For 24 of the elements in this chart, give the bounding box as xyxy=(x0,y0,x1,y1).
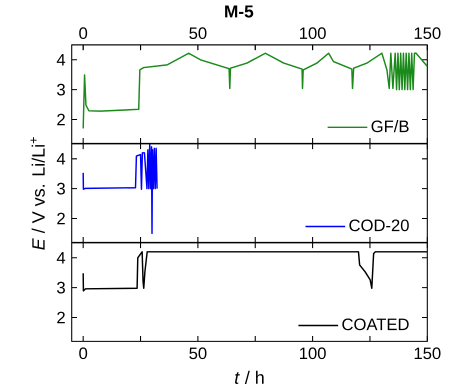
y-tick-label: 4 xyxy=(56,252,66,264)
y-tick-label: 3 xyxy=(57,84,65,96)
x2-tick-label: 50 xyxy=(189,27,206,39)
x-tick-label: 50 xyxy=(189,347,206,359)
x2-tick-label: 100 xyxy=(300,27,326,39)
x-tick-label: 0 xyxy=(79,347,88,359)
x2-tick-label: 150 xyxy=(414,27,440,39)
y-tick-label: 4 xyxy=(56,152,66,164)
y-axis-title: E / V vs. Li/Li$^{+}$ xyxy=(30,136,45,250)
x-tick-label: 100 xyxy=(300,347,326,359)
x2-tick-label: 0 xyxy=(79,27,88,39)
y-tick-label: 2 xyxy=(57,212,65,224)
line-series xyxy=(82,144,158,234)
y-tick-label: 2 xyxy=(57,113,65,126)
y-tick-label: 2 xyxy=(57,311,65,324)
y-tick-label: 3 xyxy=(57,282,65,294)
chart-title: M-5 xyxy=(225,5,254,18)
y-tick-label: 3 xyxy=(57,182,65,194)
x-tick-label: 150 xyxy=(414,347,441,359)
legend-label: GF/B xyxy=(372,120,409,132)
legend-label: COD-20 xyxy=(349,219,409,232)
legend-label: COATED xyxy=(342,318,409,330)
y-tick-label: 4 xyxy=(56,54,66,66)
x-axis-title: t / h xyxy=(235,370,264,384)
